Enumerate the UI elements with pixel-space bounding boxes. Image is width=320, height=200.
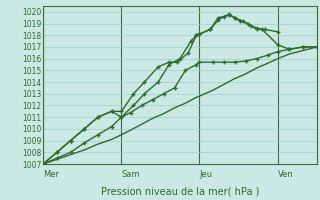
Text: Mer: Mer <box>43 170 59 179</box>
Text: Ven: Ven <box>278 170 293 179</box>
Text: Sam: Sam <box>122 170 140 179</box>
Text: Pression niveau de la mer( hPa ): Pression niveau de la mer( hPa ) <box>101 186 259 196</box>
Text: Jeu: Jeu <box>199 170 212 179</box>
